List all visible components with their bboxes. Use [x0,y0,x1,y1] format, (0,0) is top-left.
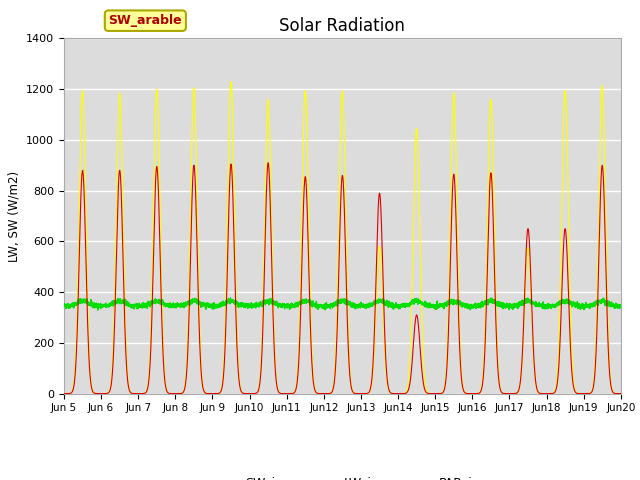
LW_in [161,301,168,307]
PAR_in [617,391,625,396]
PAR_in [60,391,68,396]
Line: PAR_in: PAR_in [64,82,621,394]
Line: SW_in: SW_in [64,163,621,394]
SW_in [436,391,444,396]
Text: SW_arable: SW_arable [109,14,182,27]
SW_in [617,391,625,396]
Y-axis label: LW, SW (W/m2): LW, SW (W/m2) [8,170,20,262]
Line: LW_in: LW_in [64,298,621,310]
PAR_in [160,361,168,367]
LW_in [60,302,68,308]
LW_in [617,303,625,309]
PAR_in [499,390,507,396]
PAR_in [616,391,624,396]
Legend: SW_in, LW_in, PAR_in: SW_in, LW_in, PAR_in [199,471,486,480]
SW_in [499,390,507,396]
PAR_in [467,391,475,396]
LW_in [227,295,234,301]
Title: Solar Radiation: Solar Radiation [280,17,405,36]
LW_in [468,304,476,310]
PAR_in [322,391,330,396]
LW_in [436,302,444,308]
SW_in [616,391,624,396]
LW_in [322,304,330,310]
SW_in [467,391,475,396]
SW_in [60,391,68,396]
LW_in [94,307,102,313]
SW_in [160,369,168,375]
LW_in [499,306,507,312]
PAR_in [436,391,444,396]
SW_in [322,391,330,396]
SW_in [264,160,272,166]
LW_in [616,302,624,308]
PAR_in [227,79,235,84]
